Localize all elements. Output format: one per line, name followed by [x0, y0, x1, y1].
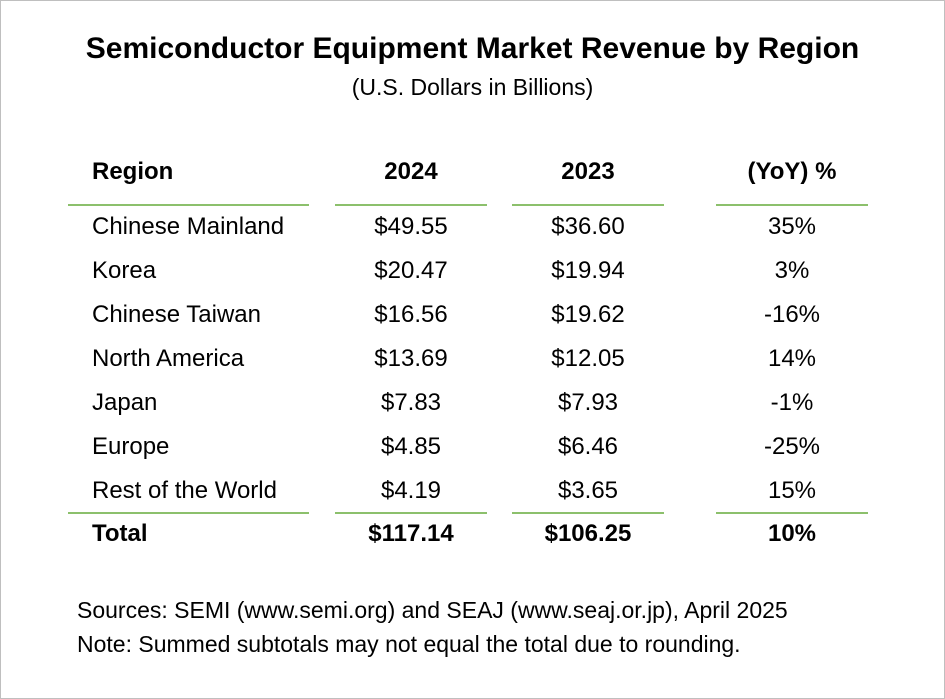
cell-region: Chinese Taiwan — [92, 301, 261, 328]
total-2023: $106.25 — [544, 520, 632, 547]
cell-2024: $7.83 — [380, 389, 442, 416]
cell-region: Korea — [92, 257, 157, 284]
cell-2023: $12.05 — [551, 345, 625, 372]
header-divider — [716, 204, 868, 206]
total-divider — [512, 512, 664, 514]
cell-region: Rest of the World — [92, 477, 277, 504]
total-2024: $117.14 — [368, 520, 454, 547]
cell-yoy: 15% — [767, 477, 817, 504]
header-divider — [68, 204, 309, 206]
page-subtitle: (U.S. Dollars in Billions) — [351, 74, 594, 100]
cell-yoy: -16% — [763, 301, 821, 328]
cell-yoy: 35% — [767, 213, 817, 240]
total-label: Total — [92, 520, 148, 547]
cell-region: Japan — [92, 389, 158, 416]
cell-region: Chinese Mainland — [92, 213, 285, 240]
cell-2023: $7.93 — [557, 389, 619, 416]
cell-2023: $36.60 — [551, 213, 625, 240]
cell-region: Europe — [92, 433, 170, 460]
header-2024: 2024 — [384, 158, 438, 185]
cell-2024: $20.47 — [374, 257, 448, 284]
cell-2023: $19.62 — [551, 301, 625, 328]
cell-2023: $3.65 — [557, 477, 619, 504]
total-divider — [68, 512, 309, 514]
header-2023: 2023 — [561, 158, 615, 185]
cell-2024: $13.69 — [374, 345, 448, 372]
total-divider — [716, 512, 868, 514]
total-divider — [335, 512, 487, 514]
cell-yoy: 14% — [767, 345, 817, 372]
header-divider — [512, 204, 664, 206]
cell-region: North America — [92, 345, 245, 372]
header-yoy: (YoY) % — [747, 158, 837, 185]
cell-yoy: -1% — [770, 389, 814, 416]
header-region: Region — [92, 158, 174, 185]
cell-2024: $4.19 — [380, 477, 442, 504]
cell-yoy: -25% — [763, 433, 821, 460]
cell-yoy: 3% — [774, 257, 810, 284]
cell-2023: $6.46 — [557, 433, 619, 460]
cell-2024: $4.85 — [380, 433, 442, 460]
cell-2024: $49.55 — [374, 213, 448, 240]
header-divider — [335, 204, 487, 206]
sources-note: Sources: SEMI (www.semi.org) and SEAJ (w… — [77, 597, 788, 623]
page-title: Semiconductor Equipment Market Revenue b… — [85, 32, 860, 65]
cell-2023: $19.94 — [551, 257, 625, 284]
cell-2024: $16.56 — [374, 301, 448, 328]
rounding-note: Note: Summed subtotals may not equal the… — [77, 631, 741, 657]
total-yoy: 10% — [767, 520, 817, 547]
